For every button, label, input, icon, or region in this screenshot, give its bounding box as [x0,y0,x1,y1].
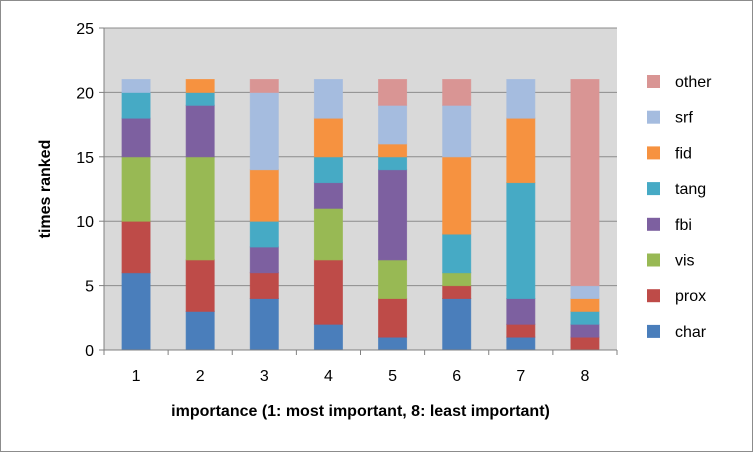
bar-srf-5 [378,104,408,145]
legend-swatch-prox [647,289,660,303]
legend-swatch-srf [647,110,660,124]
bar-srf-1 [121,79,151,93]
y-tick-labels: 0 5 10 15 20 25 [76,21,94,360]
bar-fid-7 [506,117,536,184]
bar-prox-5 [378,297,408,338]
legend-label-tang: tang [675,181,706,198]
legend-swatch-fid [647,146,660,160]
bar-prox-1 [121,220,151,274]
y-tick-label-20: 20 [76,85,94,102]
legend-swatch-other [647,75,660,88]
x-axis-title: importance (1: most important, 8: least … [171,403,550,420]
bar-tang-6 [442,233,472,274]
axes [99,27,618,355]
x-tick-label-5: 5 [388,368,397,385]
legend-swatch-fbi [647,217,660,231]
legend-swatch-tang [647,182,660,196]
bar-fbi-2 [185,104,215,158]
bar-vis-5 [378,259,408,299]
bar-vis-4 [313,207,343,261]
bar-fbi-7 [506,297,536,325]
plot-area [104,28,617,350]
bar-fid-8 [570,297,600,312]
y-tick-label-10: 10 [76,214,94,231]
bar-other-6 [442,79,472,106]
bar-other-3 [249,79,279,93]
legend-swatch-char [647,324,660,338]
y-tick-label-25: 25 [76,21,94,38]
bar-vis-1 [121,156,151,222]
bar-srf-7 [506,79,536,119]
bar-char-4 [313,323,343,351]
bar-char-5 [378,336,408,351]
bar-fbi-8 [570,323,600,338]
legend-label-fid: fid [675,145,692,162]
bar-fid-6 [442,156,472,235]
bar-prox-2 [185,259,215,312]
legend-label-srf: srf [675,110,693,127]
bar-srf-8 [570,285,600,299]
bar-tang-1 [121,91,151,119]
legend: other srf fid tang fbi vis prox char [647,74,712,341]
bar-char-7 [506,336,536,351]
bar-char-6 [442,297,472,351]
bar-fid-4 [313,117,343,158]
legend-label-vis: vis [675,253,695,270]
x-tick-labels: 1 2 3 4 5 6 7 8 [132,368,590,385]
x-tick-label-4: 4 [324,368,333,385]
x-tick-label-8: 8 [580,368,589,385]
bar-prox-7 [506,323,536,338]
legend-label-fbi: fbi [675,217,692,234]
bar-char-2 [185,310,215,351]
x-tick-label-3: 3 [260,368,269,385]
legend-swatch-vis [647,253,660,267]
bar-tang-4 [313,156,343,184]
bar-fid-2 [185,79,215,93]
legend-label-other: other [675,74,712,91]
bar-fbi-1 [121,117,151,158]
bar-other-8 [570,79,600,287]
bar-tang-2 [185,91,215,106]
bar-fbi-4 [313,182,343,209]
bar-other-5 [378,79,408,106]
y-axis-title: times ranked [37,140,54,239]
bar-vis-2 [185,156,215,261]
bar-srf-6 [442,104,472,158]
x-tick-label-1: 1 [132,368,141,385]
bar-fbi-3 [249,246,279,274]
bar-tang-5 [378,156,408,171]
bar-prox-4 [313,259,343,325]
bar-fid-3 [249,169,279,222]
bar-tang-7 [506,182,536,299]
bar-tang-3 [249,220,279,248]
x-tick-label-2: 2 [196,368,205,385]
bar-prox-8 [570,336,600,351]
y-tick-label-15: 15 [76,150,94,167]
x-tick-label-6: 6 [452,368,461,385]
bar-srf-4 [313,79,343,119]
legend-label-char: char [675,324,707,341]
bar-char-3 [249,297,279,351]
y-tick-label-0: 0 [85,343,94,360]
bar-prox-6 [442,285,472,299]
bar-char-1 [121,272,151,351]
y-tick-label-5: 5 [85,279,94,296]
legend-label-prox: prox [675,288,706,305]
bar-prox-3 [249,272,279,299]
bar-tang-8 [570,310,600,325]
x-tick-label-7: 7 [516,368,525,385]
bar-fid-5 [378,143,408,158]
bar-vis-6 [442,272,472,287]
bar-fbi-5 [378,169,408,261]
bar-srf-3 [249,91,279,171]
